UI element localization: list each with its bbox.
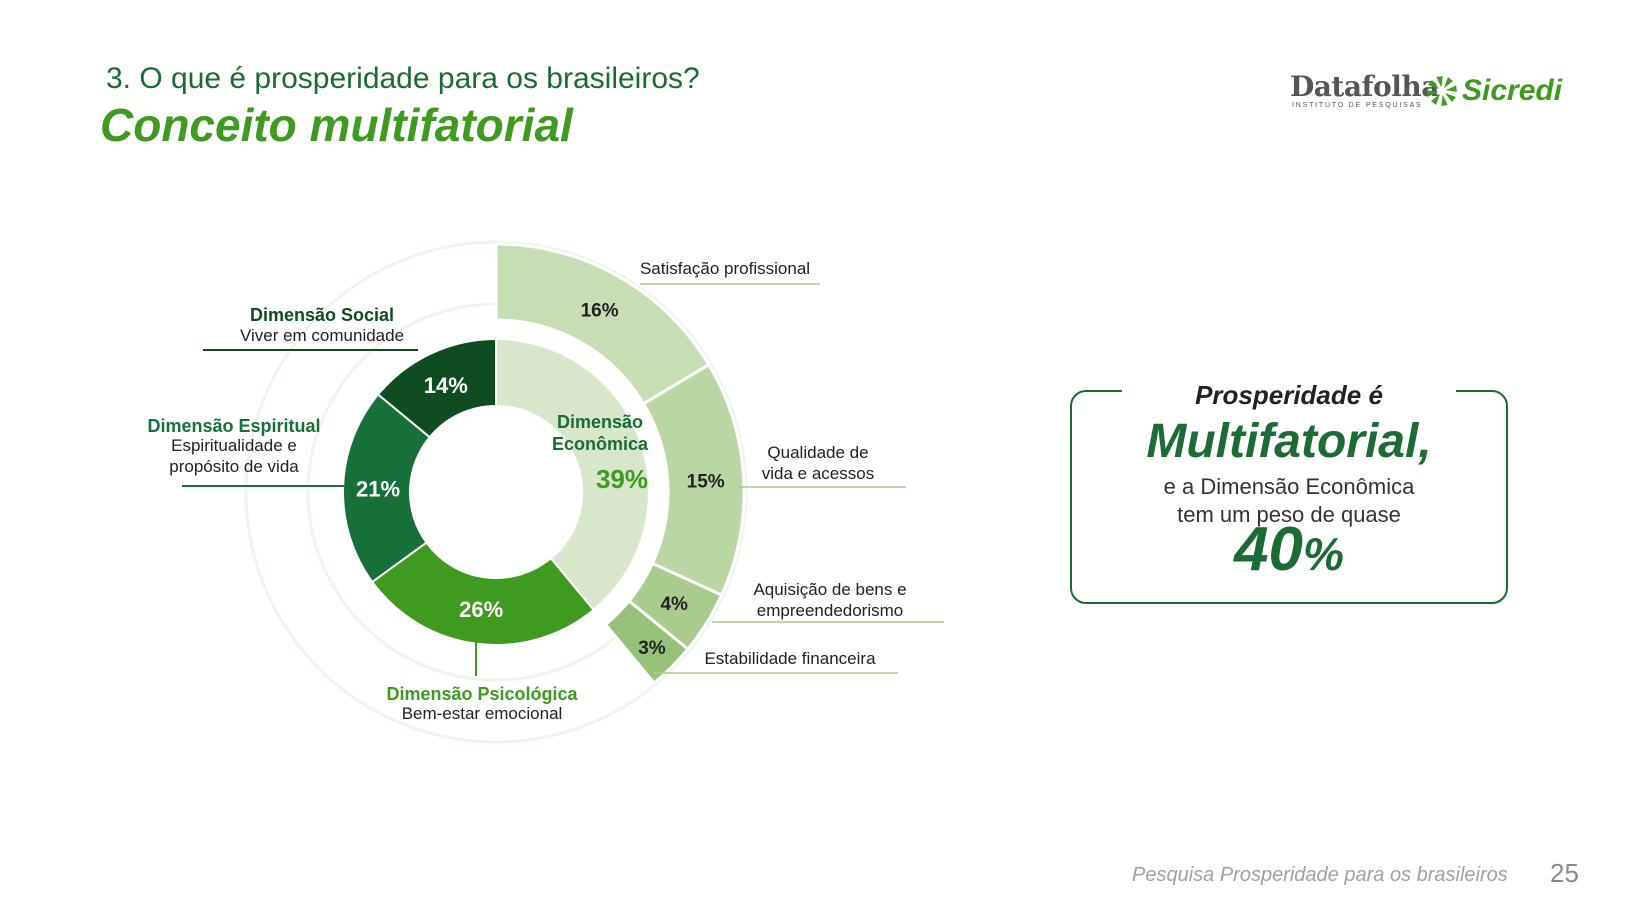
value-label-aquisicao-de-bens: 4% (660, 594, 688, 615)
annotation-aquisicao-de-bens-line1: Aquisição de bens e (753, 580, 906, 599)
callout-line4: tem um peso de quase (1177, 502, 1401, 527)
callout-line2: Multifatorial, (1146, 415, 1432, 468)
annotation-psicologica-title: Dimensão Psicológica (386, 684, 578, 704)
page-title: Conceito multifatorial (100, 99, 573, 151)
value-label-qualidade-de-vida: 15% (687, 471, 725, 492)
callout-box: Prosperidade é Multifatorial, e a Dimens… (1070, 380, 1508, 604)
slice-psicologica (370, 541, 595, 646)
sicredi-logo: Sicredi (1426, 74, 1562, 108)
slice-social (376, 337, 497, 439)
annotation-aquisicao-de-bens-line2: empreendedorismo (757, 601, 903, 620)
sicredi-pinwheel-icon (1427, 76, 1457, 106)
datafolha-logo-tagline: INSTITUTO DE PESQUISAS (1292, 102, 1423, 109)
page-number: 25 (1550, 858, 1579, 888)
slice-espiritual (342, 393, 432, 584)
datafolha-logo-name: Datafolha (1290, 70, 1439, 103)
callout-line1: Prosperidade é (1195, 380, 1383, 410)
value-label-psicologica: 26% (459, 597, 503, 622)
slice-estabilidade-financeira (603, 598, 690, 686)
annotation-estabilidade-financeira-line1: Estabilidade financeira (704, 649, 876, 668)
callout-line3: e a Dimensão Econômica (1163, 474, 1415, 499)
label-economica-line1: Dimensão (557, 412, 643, 432)
value-label-estabilidade-financeira: 3% (638, 638, 666, 659)
datafolha-logo: Datafolha INSTITUTO DE PESQUISAS (1290, 70, 1439, 110)
annotation-social-title: Dimensão Social (250, 305, 394, 325)
annotation-espiritual-desc-line2: propósito de vida (169, 457, 299, 476)
annotation-qualidade-de-vida-line2: vida e acessos (762, 464, 874, 483)
callout-value: 40% (1072, 514, 1506, 585)
callout-value-sign: % (1303, 528, 1344, 580)
annotation-satisfacao-profissional-line1: Satisfação profissional (640, 259, 810, 278)
value-label-espiritual: 21% (356, 476, 400, 501)
value-label-social: 14% (424, 373, 468, 398)
annotation-social-desc: Viver em comunidade (240, 326, 404, 345)
outer-guide-ring (244, 240, 748, 744)
value-label-satisfacao-profissional: 16% (581, 300, 619, 321)
footer-text: Pesquisa Prosperidade para os brasileiro… (1132, 864, 1508, 886)
sicredi-logo-name: Sicredi (1462, 74, 1563, 107)
page-subtitle: 3. O que é prosperidade para os brasilei… (106, 62, 700, 95)
annotation-qualidade-de-vida-line1: Qualidade de (767, 443, 868, 462)
annotation-psicologica-desc: Bem-estar emocional (402, 704, 563, 723)
annotation-espiritual-desc-line1: Espiritualidade e (171, 436, 297, 455)
label-economica-line2: Econômica (552, 434, 649, 454)
annotation-espiritual-title: Dimensão Espiritual (147, 416, 320, 436)
slice-economica (495, 337, 650, 612)
callout-value-number: 40 (1234, 515, 1304, 584)
value-label-economica: 39% (596, 464, 648, 494)
